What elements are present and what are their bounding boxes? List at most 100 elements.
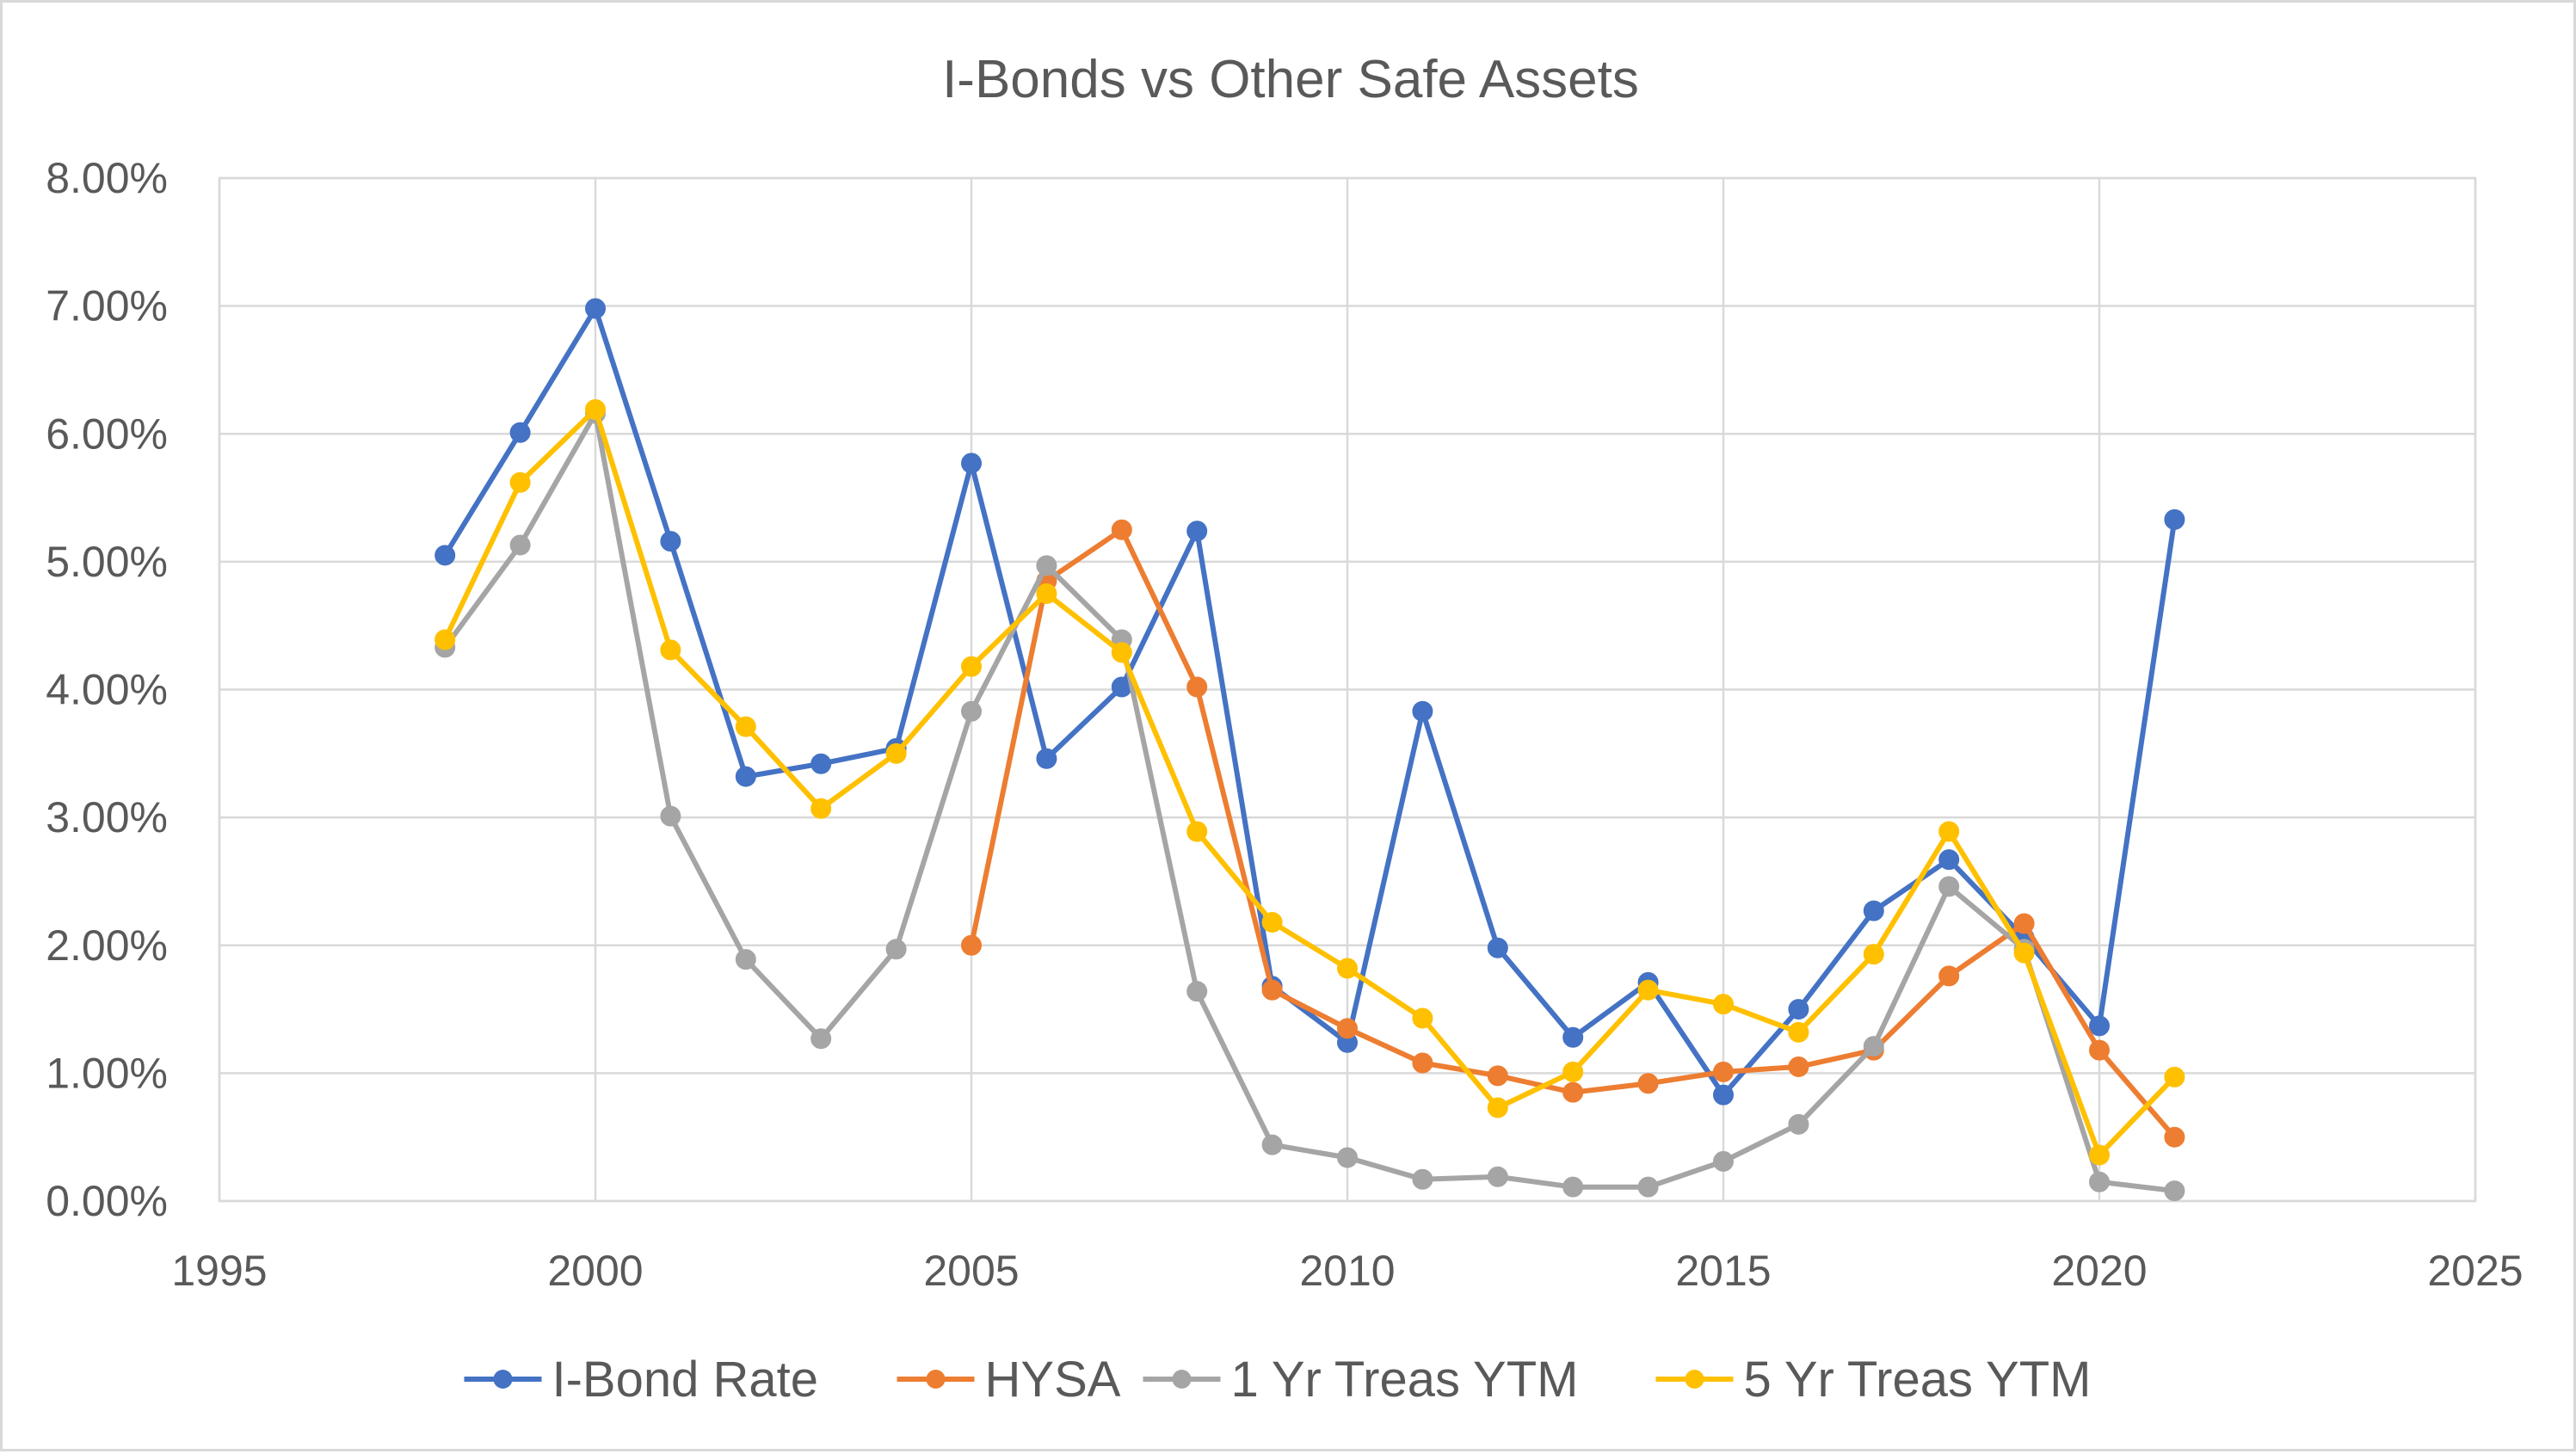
y-tick-label: 0.00% [46,1177,168,1225]
data-point [1186,521,1208,542]
data-point [1713,994,1734,1015]
legend-swatch-marker [1172,1370,1192,1389]
legend-swatch-marker [493,1370,513,1389]
x-tick-label: 2015 [1675,1247,1771,1295]
data-point [1788,1056,1809,1077]
data-point [509,534,531,556]
data-point [1186,981,1208,1002]
data-point [2164,1126,2185,1148]
data-point [1863,944,1884,965]
data-point [660,639,681,661]
x-tick-label: 1995 [171,1247,267,1295]
data-point [735,949,756,970]
data-point [1036,583,1057,605]
data-point [1412,1052,1433,1074]
data-point [1788,1113,1809,1135]
data-point [1788,1021,1809,1043]
data-point [1713,1150,1734,1172]
y-tick-label: 1.00% [46,1049,168,1097]
data-point [2013,913,2035,934]
data-point [509,471,531,493]
data-point [1337,958,1358,979]
series-1-yr-treas-ytm [434,403,2185,1202]
y-tick-label: 4.00% [46,666,168,714]
data-point [1863,1036,1884,1057]
data-point [885,742,907,764]
data-point [1111,519,1132,540]
data-point [1938,821,1960,842]
y-tick-label: 6.00% [46,410,168,458]
data-point [1863,900,1884,921]
y-tick-label: 5.00% [46,538,168,586]
series-hysa [961,519,2185,1148]
chart-title: I-Bonds vs Other Safe Assets [942,50,1639,109]
data-point [585,399,606,421]
data-point [1713,1084,1734,1106]
data-point [961,700,982,722]
data-point [1261,911,1283,933]
y-tick-label: 2.00% [46,921,168,970]
series-line [442,305,2178,1098]
data-point [585,298,606,319]
data-point [1562,1176,1584,1198]
legend-label: 1 Yr Treas YTM [1231,1352,1579,1408]
data-point [885,939,907,960]
data-point [1412,1168,1433,1190]
legend-swatch-marker [1685,1370,1704,1389]
legend: I-Bond Rate HYSA 1 Yr Treas YTM 5 Yr Treas … [464,1352,2092,1408]
data-point [2089,1015,2110,1037]
data-point [735,766,756,787]
gridlines [218,176,2477,1203]
data-point [434,545,456,566]
data-point [1261,979,1283,1001]
series-line [442,407,2178,1158]
data-point [2164,1180,2185,1202]
x-tick-label: 2000 [547,1247,643,1295]
legend-item: 1 Yr Treas YTM [1143,1352,1579,1408]
y-tick-label: 8.00% [46,154,168,202]
legend-label: 5 Yr Treas YTM [1744,1352,2092,1408]
data-point [1337,1018,1358,1039]
data-point [2164,1066,2185,1087]
data-point [1637,979,1659,1001]
data-point [1637,1073,1659,1094]
data-point [2089,1171,2110,1192]
data-point [1412,700,1433,722]
data-point [1938,876,1960,897]
data-point [1487,1065,1508,1087]
x-tick-label: 2025 [2427,1247,2523,1295]
y-tick-label: 3.00% [46,793,168,841]
x-tick-label: 2010 [1299,1247,1395,1295]
data-point [660,531,681,552]
data-point [1412,1007,1433,1029]
series-group [434,298,2185,1202]
data-point [1562,1081,1584,1103]
legend-label: HYSA [985,1352,1121,1408]
data-point [1713,1061,1734,1082]
data-point [810,753,832,774]
legend-item: I-Bond Rate [464,1352,819,1408]
data-point [1938,849,1960,871]
data-point [1337,1147,1358,1168]
data-point [1186,821,1208,842]
data-point [2013,942,2035,964]
legend-item: 5 Yr Treas YTM [1655,1352,2092,1408]
y-tick-label: 7.00% [46,282,168,330]
plot-area-border [218,176,2477,1203]
data-point [1111,642,1132,663]
data-point [735,716,756,737]
data-point [1487,1097,1508,1118]
data-point [1036,748,1057,769]
data-point [1186,676,1208,698]
data-point [2089,1039,2110,1061]
data-point [961,934,982,956]
data-point [961,453,982,474]
legend-swatch-marker [926,1370,946,1389]
legend-label: I-Bond Rate [552,1352,819,1408]
axes: 0.00% 1.00% 2.00% 3.00% 4.00% 5.00% 6.00% 7.00%… [46,154,2523,1295]
data-point [2164,508,2185,530]
data-point [1562,1061,1584,1082]
legend-item: HYSA [897,1352,1121,1408]
chart: I-Bonds vs Other Safe Assets 0.00% 1.00% 2… [46,50,2523,1408]
